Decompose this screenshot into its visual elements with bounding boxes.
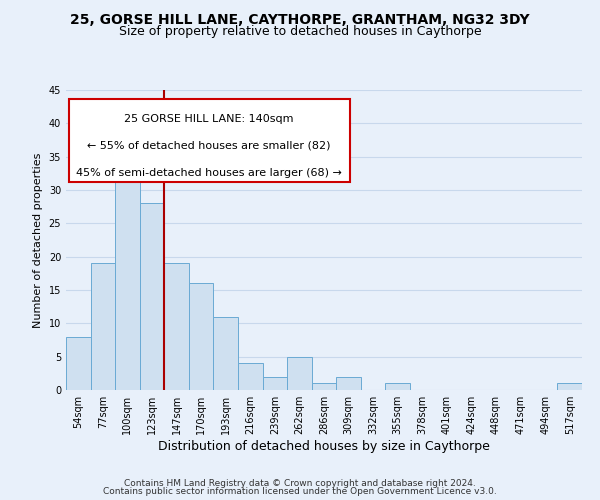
Y-axis label: Number of detached properties: Number of detached properties xyxy=(33,152,43,328)
Bar xyxy=(164,264,189,390)
X-axis label: Distribution of detached houses by size in Caythorpe: Distribution of detached houses by size … xyxy=(158,440,490,453)
Bar xyxy=(312,384,336,390)
Bar xyxy=(68,99,350,182)
Bar xyxy=(66,336,91,390)
Bar xyxy=(287,356,312,390)
Text: ← 55% of detached houses are smaller (82): ← 55% of detached houses are smaller (82… xyxy=(88,141,331,151)
Bar xyxy=(189,284,214,390)
Bar xyxy=(115,164,140,390)
Text: 25, GORSE HILL LANE, CAYTHORPE, GRANTHAM, NG32 3DY: 25, GORSE HILL LANE, CAYTHORPE, GRANTHAM… xyxy=(70,12,530,26)
Text: Contains HM Land Registry data © Crown copyright and database right 2024.: Contains HM Land Registry data © Crown c… xyxy=(124,478,476,488)
Bar xyxy=(557,384,582,390)
Text: Contains public sector information licensed under the Open Government Licence v3: Contains public sector information licen… xyxy=(103,487,497,496)
Bar xyxy=(214,316,238,390)
Text: 45% of semi-detached houses are larger (68) →: 45% of semi-detached houses are larger (… xyxy=(76,168,342,178)
Bar xyxy=(91,264,115,390)
Text: 25 GORSE HILL LANE: 140sqm: 25 GORSE HILL LANE: 140sqm xyxy=(124,114,294,124)
Bar xyxy=(336,376,361,390)
Bar xyxy=(238,364,263,390)
Text: Size of property relative to detached houses in Caythorpe: Size of property relative to detached ho… xyxy=(119,25,481,38)
Bar xyxy=(385,384,410,390)
Bar xyxy=(140,204,164,390)
Bar xyxy=(263,376,287,390)
